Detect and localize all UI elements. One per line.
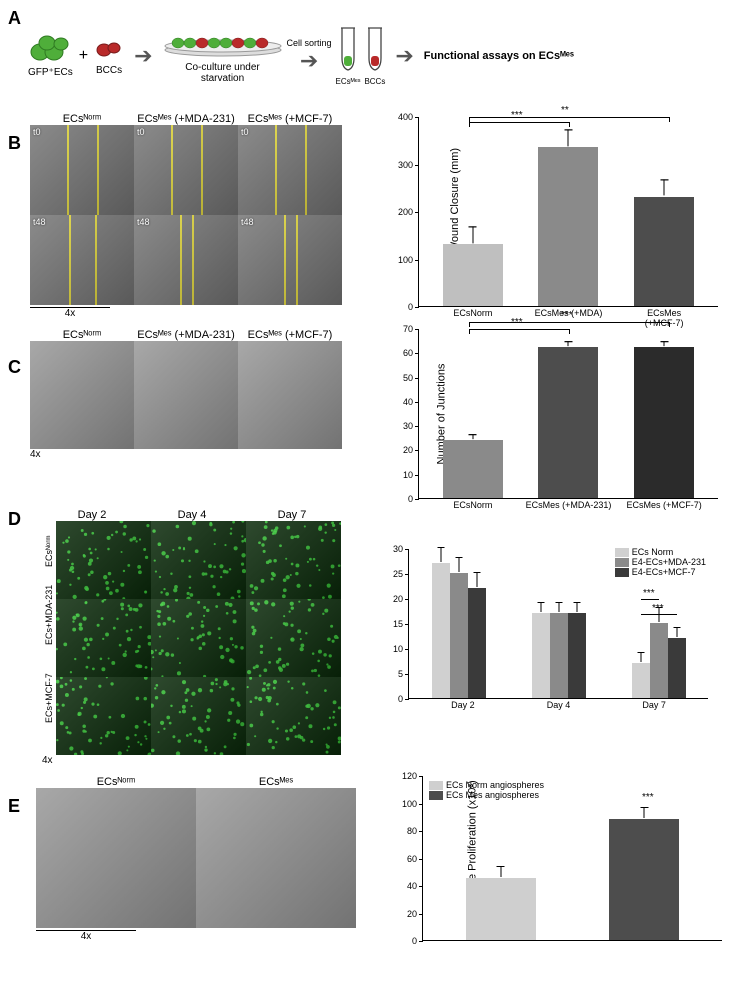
junctions-chart: 010203040506070Number of Junctions******…: [382, 329, 718, 499]
fluorescence-micrograph: [56, 599, 151, 677]
panel-e: E ECsᴺᵒʳᵐ ECsᴹᵉˢ 4x 020406080100120Angio…: [8, 776, 726, 942]
panel-c-label: C: [8, 357, 21, 378]
col-header: ECsᴹᵉˢ: [196, 776, 356, 788]
wound-closure-chart: 0100200300400ECs Wound Closure (mm)*****…: [382, 117, 718, 307]
col-header: ECsᴹᵉˢ (+MCF-7): [238, 329, 342, 341]
micrograph: [134, 341, 238, 449]
micrograph: [36, 788, 196, 928]
gfp-ecs-label: GFP⁺ECs: [28, 67, 73, 78]
micrograph: t0: [134, 125, 238, 215]
micrograph: [196, 788, 356, 928]
angiosphere-images: [36, 788, 356, 928]
panel-e-label: E: [8, 796, 20, 817]
fluorescence-micrograph: [151, 599, 246, 677]
row-header: ECsᴺᵒʳᵐ: [44, 553, 54, 567]
functional-label: Functional assays on ECsᴹᵉˢ: [424, 50, 574, 62]
fluorescence-micrograph: [246, 599, 341, 677]
col-header: Day 2: [42, 509, 142, 521]
fluorescence-micrograph: [56, 521, 151, 599]
tube2-label: BCCs: [364, 77, 385, 86]
fluorescence-micrograph: [151, 677, 246, 755]
col-header: Day 7: [242, 509, 342, 521]
micrograph: t0: [238, 125, 342, 215]
bccs-icon: BCCs: [94, 36, 124, 76]
col-header: ECsᴺᵒʳᵐ: [36, 776, 196, 788]
panel-b-label: B: [8, 133, 21, 154]
panel-a: A GFP⁺ECs + BCCs ➔: [8, 8, 726, 103]
coculture-label: Co-culture under starvation: [163, 63, 283, 84]
micrograph: t48: [30, 215, 134, 305]
proliferation-images: ECsᴺᵒʳᵐ ECs+MDA-231 ECs+MCF-7: [42, 521, 342, 755]
fluorescence-micrograph: [56, 677, 151, 755]
col-header: ECsᴹᵉˢ (+MCF-7): [238, 113, 342, 125]
tubes-icon: ECsᴹᵉˢ BCCs: [336, 26, 386, 86]
panel-d-label: D: [8, 509, 21, 530]
tube1-label: ECsᴹᵉˢ: [336, 77, 361, 86]
col-header: ECsᴺᵒʳᵐ: [30, 113, 134, 125]
sort-label: Cell sorting: [287, 38, 332, 48]
col-header: ECsᴺᵒʳᵐ: [30, 329, 134, 341]
plus-sign: +: [79, 47, 88, 65]
mag-label: 4x: [42, 755, 342, 766]
panel-a-label: A: [8, 8, 21, 29]
figure: A GFP⁺ECs + BCCs ➔: [0, 0, 734, 960]
micrograph: [30, 341, 134, 449]
mag-label: 4x: [36, 930, 136, 942]
micrograph: t48: [238, 215, 342, 305]
coculture-icon: Co-culture under starvation: [163, 28, 283, 84]
arrow-icon: ➔: [395, 43, 413, 69]
col-header: ECsᴹᵉˢ (+MDA-231): [134, 113, 238, 125]
wound-healing-images: t0t0t0t48t48t48: [30, 125, 342, 305]
col-header: Day 4: [142, 509, 242, 521]
panel-b: B ECsᴺᵒʳᵐ ECsᴹᵉˢ (+MDA-231) ECsᴹᵉˢ (+MCF…: [8, 113, 726, 319]
micrograph: t48: [134, 215, 238, 305]
bccs-label: BCCs: [94, 65, 124, 76]
micrograph: t0: [30, 125, 134, 215]
row-header: ECs+MCF-7: [44, 709, 54, 723]
gfp-ecs-icon: GFP⁺ECs: [28, 34, 73, 78]
arrow-icon: ➔: [300, 48, 318, 74]
row-header: ECs+MDA-231: [44, 631, 54, 645]
fluorescence-micrograph: [246, 521, 341, 599]
panel-c: C ECsᴺᵒʳᵐ ECsᴹᵉˢ (+MDA-231) ECsᴹᵉˢ (+MCF…: [8, 329, 726, 499]
fluorescence-micrograph: [151, 521, 246, 599]
col-header: ECsᴹᵉˢ (+MDA-231): [134, 329, 238, 341]
mag-label: 4x: [30, 307, 110, 319]
panel-d: D Day 2 Day 4 Day 7 ECsᴺᵒʳᵐECs+MDA-231EC…: [8, 509, 726, 766]
tube-formation-images: [30, 341, 342, 449]
angiosphere-chart: 020406080100120Angiosphere Proliferation…: [386, 776, 722, 941]
arrow-icon: ➔: [134, 43, 152, 69]
fluorescence-micrograph: [246, 677, 341, 755]
mag-label: 4x: [30, 449, 342, 460]
proliferation-chart: 051015202530ECs Proliferation (x1000)***…: [372, 549, 708, 699]
micrograph: [238, 341, 342, 449]
